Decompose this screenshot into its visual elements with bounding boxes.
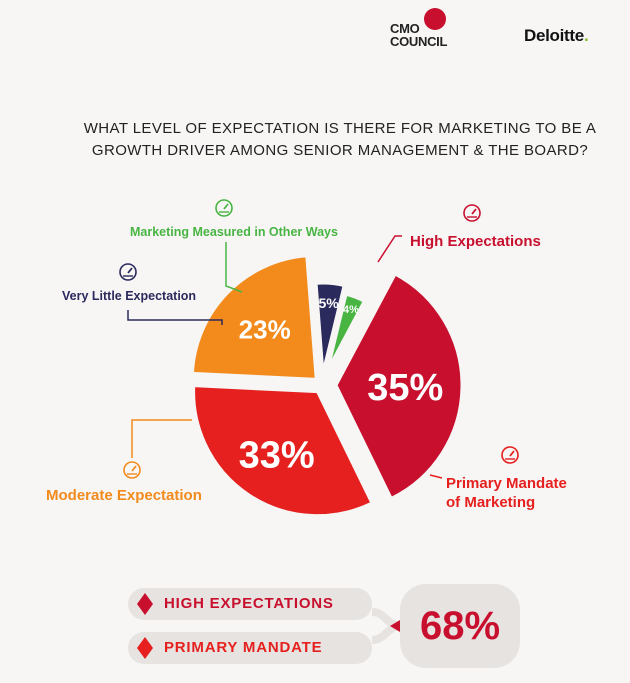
leader-line-1 bbox=[429, 474, 443, 479]
slice-name-label-3: Very Little Expectation bbox=[62, 289, 196, 303]
slice-name-label-0: High Expectations bbox=[410, 233, 541, 250]
slice-name-label-1: Primary Mandate bbox=[446, 475, 567, 492]
pie-slice-4 bbox=[326, 292, 367, 371]
pie-value-label-4: 4% bbox=[343, 304, 359, 316]
pie-chart: 35% 33% 23% 5% 4% High Expectations Primary Ma… bbox=[46, 199, 567, 518]
leader-line-2 bbox=[131, 419, 192, 458]
leader-line-4 bbox=[225, 242, 243, 293]
summary-bar-primary: PRIMARY MANDATE bbox=[128, 632, 372, 664]
pie-slice-2 bbox=[190, 254, 318, 382]
pie-slice-0 bbox=[334, 271, 464, 501]
gauge-icon bbox=[123, 461, 141, 479]
summary-bar-high: HIGH EXPECTATIONS bbox=[128, 588, 372, 620]
gauge-icon bbox=[501, 446, 519, 464]
leader-line-0 bbox=[377, 235, 402, 263]
gauge-icon bbox=[463, 204, 481, 222]
pie-value-label-2: 23% bbox=[239, 315, 291, 345]
gauge-icon bbox=[119, 263, 137, 281]
leader-line-3 bbox=[127, 310, 223, 325]
high-marker-icon bbox=[137, 593, 153, 615]
deloitte-dot: . bbox=[583, 26, 589, 45]
summary-total-value: 68% bbox=[419, 604, 501, 648]
summary-label-primary: PRIMARY MANDATE bbox=[164, 639, 323, 656]
slice-name-label-1: of Marketing bbox=[446, 494, 535, 511]
summary-total-box: 68% bbox=[400, 584, 520, 668]
chart-title: WHAT LEVEL OF EXPECTATION IS THERE FOR M… bbox=[83, 120, 597, 159]
cmo-council-logo: CMO COUNCIL bbox=[386, 8, 456, 52]
primary-marker-icon bbox=[137, 637, 153, 659]
pie-slice-1 bbox=[192, 384, 374, 518]
summary-label-high: HIGH EXPECTATIONS bbox=[164, 595, 334, 612]
gauge-icon bbox=[215, 199, 233, 217]
pie-value-label-1: 33% bbox=[239, 434, 315, 476]
logo-bar: CMO COUNCIL Deloitte. bbox=[0, 0, 630, 60]
summary-panel: HIGH EXPECTATIONS PRIMARY MANDATE 68% bbox=[0, 580, 630, 680]
pie-value-label-3: 5% bbox=[318, 295, 339, 311]
slice-name-label-4: Marketing Measured in Other Ways bbox=[130, 225, 338, 239]
pie-slice-3 bbox=[314, 281, 346, 374]
cmo-logo-line1: CMO bbox=[390, 21, 420, 36]
pie-value-label-0: 35% bbox=[367, 367, 443, 409]
cmo-badge-icon bbox=[424, 8, 446, 30]
slice-name-label-2: Moderate Expectation bbox=[46, 487, 202, 504]
deloitte-logo: Deloitte. bbox=[524, 26, 589, 46]
deloitte-wordmark: Deloitte bbox=[524, 26, 584, 45]
cmo-logo-line2: COUNCIL bbox=[390, 34, 448, 49]
